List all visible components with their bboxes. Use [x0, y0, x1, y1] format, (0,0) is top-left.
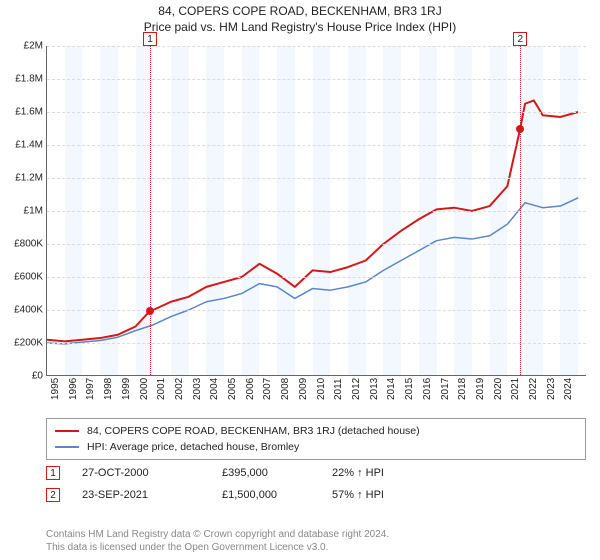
y-axis-label: £200K: [3, 338, 43, 349]
sale-hpi-delta: 22% ↑ HPI: [332, 467, 452, 479]
x-axis-label: 2000: [139, 378, 150, 400]
y-axis-label: £1.6M: [3, 107, 43, 118]
legend-swatch: [55, 446, 79, 448]
y-axis-label: £1.2M: [3, 173, 43, 184]
legend-box: 84, COPERS COPE ROAD, BECKENHAM, BR3 1RJ…: [46, 418, 586, 460]
x-axis-label: 2004: [209, 378, 220, 400]
y-axis-label: £2M: [3, 41, 43, 52]
x-axis-label: 2019: [475, 378, 486, 400]
sale-row: 1 27-OCT-2000 £395,000 22% ↑ HPI: [46, 462, 586, 484]
x-axis-label: 2013: [369, 378, 380, 400]
x-axis-label: 2024: [563, 378, 574, 400]
y-axis-label: £800K: [3, 239, 43, 250]
sale-row: 2 23-SEP-2021 £1,500,000 57% ↑ HPI: [46, 484, 586, 506]
x-axis-label: 2008: [280, 378, 291, 400]
chart-title: 84, COPERS COPE ROAD, BECKENHAM, BR3 1RJ: [0, 4, 600, 18]
sale-price: £395,000: [222, 467, 332, 479]
chart-plot-area: £0£200K£400K£600K£800K£1M£1.2M£1.4M£1.6M…: [46, 46, 586, 376]
x-axis-label: 2014: [386, 378, 397, 400]
legend-row: HPI: Average price, detached house, Brom…: [55, 439, 577, 455]
x-axis-label: 2002: [174, 378, 185, 400]
legend-label: HPI: Average price, detached house, Brom…: [87, 441, 299, 453]
title-block: 84, COPERS COPE ROAD, BECKENHAM, BR3 1RJ…: [0, 0, 600, 34]
x-axis-label: 2022: [528, 378, 539, 400]
sale-date: 27-OCT-2000: [82, 467, 222, 479]
x-axis-label: 2010: [316, 378, 327, 400]
sales-table: 1 27-OCT-2000 £395,000 22% ↑ HPI 2 23-SE…: [46, 462, 586, 506]
x-axis-label: 2001: [156, 378, 167, 400]
x-axis-label: 2006: [245, 378, 256, 400]
y-axis-label: £1M: [3, 206, 43, 217]
y-axis-label: £1.8M: [3, 74, 43, 85]
x-axis-label: 2018: [457, 378, 468, 400]
x-axis-label: 2007: [262, 378, 273, 400]
chart-marker-box: 2: [513, 32, 527, 46]
sale-price: £1,500,000: [222, 489, 332, 501]
y-axis-label: £1.4M: [3, 140, 43, 151]
x-axis-label: 1999: [121, 378, 132, 400]
x-axis-label: 2021: [510, 378, 521, 400]
x-axis-label: 2009: [298, 378, 309, 400]
chart-marker-box: 1: [143, 32, 157, 46]
y-axis-label: £0: [3, 371, 43, 382]
x-axis-label: 2011: [333, 378, 344, 400]
y-axis-label: £600K: [3, 272, 43, 283]
chart-sale-dot: [146, 307, 154, 315]
legend-label: 84, COPERS COPE ROAD, BECKENHAM, BR3 1RJ…: [87, 425, 420, 437]
sale-index-box: 1: [46, 466, 60, 480]
sale-hpi-delta: 57% ↑ HPI: [332, 489, 452, 501]
x-axis-label: 2015: [404, 378, 415, 400]
x-axis-label: 2016: [422, 378, 433, 400]
legend-swatch: [55, 430, 79, 432]
sale-index-box: 2: [46, 488, 60, 502]
footer-line: Contains HM Land Registry data © Crown c…: [46, 528, 586, 541]
chart-sale-dot: [516, 125, 524, 133]
x-axis-label: 2017: [440, 378, 451, 400]
chart-subtitle: Price paid vs. HM Land Registry's House …: [0, 20, 600, 34]
footer-disclaimer: Contains HM Land Registry data © Crown c…: [46, 528, 586, 554]
sale-date: 23-SEP-2021: [82, 489, 222, 501]
x-axis-label: 1997: [85, 378, 96, 400]
x-axis-label: 2023: [546, 378, 557, 400]
x-axis-label: 2020: [493, 378, 504, 400]
footer-line: This data is licensed under the Open Gov…: [46, 541, 586, 554]
x-axis-label: 2003: [192, 378, 203, 400]
x-axis-label: 1996: [68, 378, 79, 400]
y-axis-label: £400K: [3, 305, 43, 316]
x-axis-label: 1998: [103, 378, 114, 400]
legend-row: 84, COPERS COPE ROAD, BECKENHAM, BR3 1RJ…: [55, 423, 577, 439]
x-axis-label: 1995: [50, 378, 61, 400]
x-axis-label: 2005: [227, 378, 238, 400]
x-axis-label: 2012: [351, 378, 362, 400]
